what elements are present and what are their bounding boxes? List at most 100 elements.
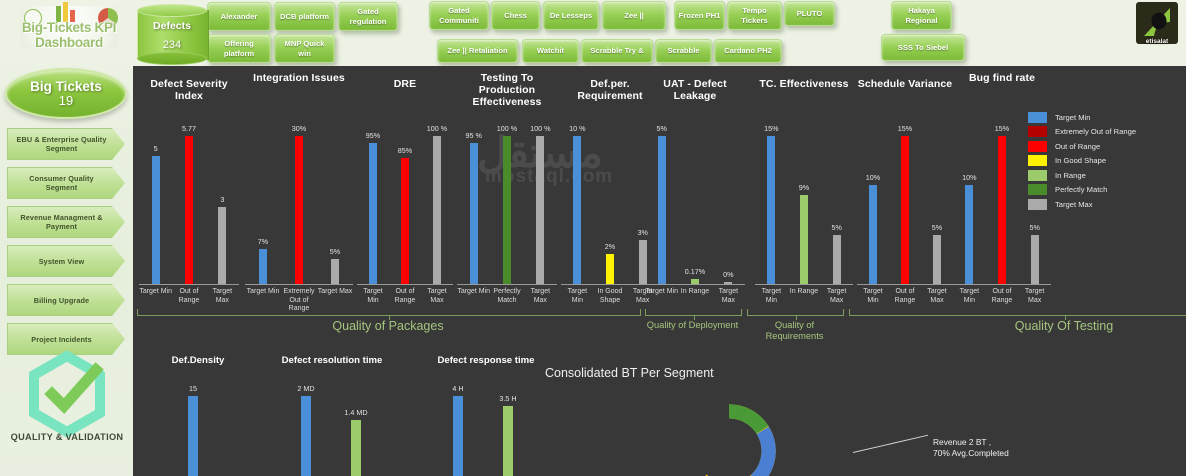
bar-0-1[interactable] [185, 136, 193, 284]
bar-value-label: 9% [798, 183, 810, 192]
bar-2-1[interactable] [401, 158, 409, 284]
project-chip-16[interactable]: Scrabble [655, 39, 712, 63]
project-chip-label: PLUTO [796, 8, 823, 18]
project-chip-4[interactable]: Chess [491, 1, 540, 30]
bar-6-0[interactable] [767, 136, 776, 284]
bar-1-2[interactable] [331, 259, 339, 284]
bar-6-1[interactable] [800, 195, 808, 284]
bar-9-0[interactable] [188, 396, 198, 476]
bar-value-label: 95 % [465, 131, 482, 140]
project-chip-13[interactable]: Zee || Retaliation [437, 39, 518, 63]
bar-3-2[interactable] [536, 136, 545, 284]
project-chip-7[interactable]: Frozen PH1 [674, 1, 725, 30]
bar-4-1[interactable] [606, 254, 614, 284]
legend-row-1: Extremely Out of Range [1028, 125, 1178, 140]
bar-8-2[interactable] [1030, 235, 1039, 284]
bar-category-label: In Range [789, 288, 819, 295]
bar-2-2[interactable] [433, 136, 441, 284]
app-logo: Big-Tickets KPI Dashboard [8, 0, 130, 60]
bar-10-0[interactable] [301, 396, 311, 476]
bar-6-2[interactable] [832, 235, 841, 284]
project-chip-label: MNP Quick win [284, 39, 325, 58]
project-chip-label: Gated Communiti [439, 6, 479, 25]
bar-7-0[interactable] [869, 185, 877, 284]
bar-value-label: 30% [291, 124, 307, 133]
bar-7-2[interactable] [933, 235, 941, 284]
big-tickets-kpi[interactable]: Big Tickets 19 [5, 68, 127, 119]
bar-value-label: 5% [931, 223, 943, 232]
bar-category-label: Target Max [927, 288, 947, 304]
legend-swatch [1028, 111, 1047, 123]
project-chip-label: Watchit [536, 46, 565, 56]
bar-1-0[interactable] [259, 249, 267, 284]
sidebar-item-4[interactable]: Billing Upgrade [7, 284, 125, 316]
project-chip-3[interactable]: Gated Communiti [429, 1, 489, 30]
project-chip-label: Tempo Tickers [741, 6, 768, 25]
chart-axis-8 [953, 284, 1051, 285]
project-chip-0[interactable]: Alexander [207, 2, 271, 31]
project-chip-label: DCB platform [280, 11, 329, 21]
bar-4-0[interactable] [573, 136, 582, 284]
project-chip-10[interactable]: Hakaya Regional [891, 1, 952, 30]
bar-category-label: Target Max [317, 288, 353, 295]
globe-icon [24, 9, 42, 27]
bar-value-label: 10 % [569, 124, 586, 133]
project-chip-14[interactable]: Watchit [522, 39, 579, 63]
project-chip-label: SSS To Siebel [897, 42, 949, 52]
sidebar-item-1[interactable]: Consumer Quality Segment [7, 167, 125, 199]
bar-10-1[interactable] [351, 420, 361, 476]
bar-value-label: 2% [604, 242, 616, 251]
etisalat-icon [1136, 2, 1178, 44]
project-chip-9[interactable]: PLUTO [784, 1, 835, 26]
big-tickets-label: Big Tickets [30, 79, 102, 94]
project-chip-6[interactable]: Zee || [602, 1, 666, 30]
project-chip-17[interactable]: Cardano PH2 [714, 39, 782, 63]
project-chip-1[interactable]: DCB platform [274, 2, 335, 31]
bar-0-2[interactable] [218, 207, 227, 284]
project-chip-12[interactable]: MNP Quick win [274, 34, 335, 63]
bar-3-0[interactable] [469, 143, 478, 284]
legend-label: Extremely Out of Range [1055, 127, 1137, 137]
bar-0-0[interactable] [151, 156, 160, 284]
kpi-panel: مستقل mostaql.com Defect Severity Index5… [133, 66, 1186, 476]
legend-label: In Good Shape [1055, 156, 1107, 166]
bar-3-1[interactable] [503, 136, 511, 284]
defects-text: Defects 234 [137, 20, 207, 51]
project-chip-11[interactable]: Offering platform [207, 34, 271, 63]
bar-5-1[interactable] [691, 279, 699, 284]
project-chip-18[interactable]: SSS To Siebel [881, 34, 965, 61]
bar-2-0[interactable] [369, 143, 377, 284]
legend-row-2: Out of Range [1028, 139, 1178, 154]
chart-axis-1 [245, 284, 353, 285]
bar-5-2[interactable] [724, 282, 733, 284]
sidebar-item-5[interactable]: Project Incidents [7, 323, 125, 355]
sidebar-item-3[interactable]: System View [7, 245, 125, 277]
bar-value-label: 0.17% [684, 267, 706, 276]
bar-11-1[interactable] [503, 406, 513, 476]
project-chip-15[interactable]: Scrabble Try & [581, 39, 653, 63]
project-chip-5[interactable]: De Lesseps [543, 1, 599, 30]
legend-label: Out of Range [1055, 141, 1101, 151]
bar-1-1[interactable] [295, 136, 303, 284]
quality-validation-label: QUALITY & VALIDATION [10, 432, 124, 442]
project-chip-label: Zee || Retaliation [447, 46, 508, 56]
project-chip-label: Hakaya Regional [905, 6, 938, 25]
legend-label: In Range [1055, 170, 1086, 180]
project-chip-8[interactable]: Tempo Tickers [727, 1, 782, 30]
bar-7-1[interactable] [901, 136, 909, 284]
bar-chart-icon [56, 6, 61, 22]
bar-value-label: 10% [962, 173, 977, 182]
project-chip-label: Chess [504, 10, 527, 20]
bar-8-1[interactable] [998, 136, 1006, 284]
project-chip-2[interactable]: Gated regulation [338, 2, 398, 31]
bar-5-0[interactable] [657, 136, 666, 284]
donut-chart[interactable] [629, 396, 829, 476]
bar-11-0[interactable] [453, 396, 463, 476]
sidebar-item-0[interactable]: EBU & Enterprise Quality Segment [7, 128, 125, 160]
bar-8-0[interactable] [965, 185, 974, 284]
sidebar-item-2[interactable]: Revenue Managment & Payment [7, 206, 125, 238]
defects-kpi[interactable]: Defects 234 [137, 4, 209, 65]
cylinder-bottom [137, 52, 207, 65]
bar-4-2[interactable] [638, 240, 647, 284]
legend-row-6: Target Max [1028, 197, 1178, 212]
